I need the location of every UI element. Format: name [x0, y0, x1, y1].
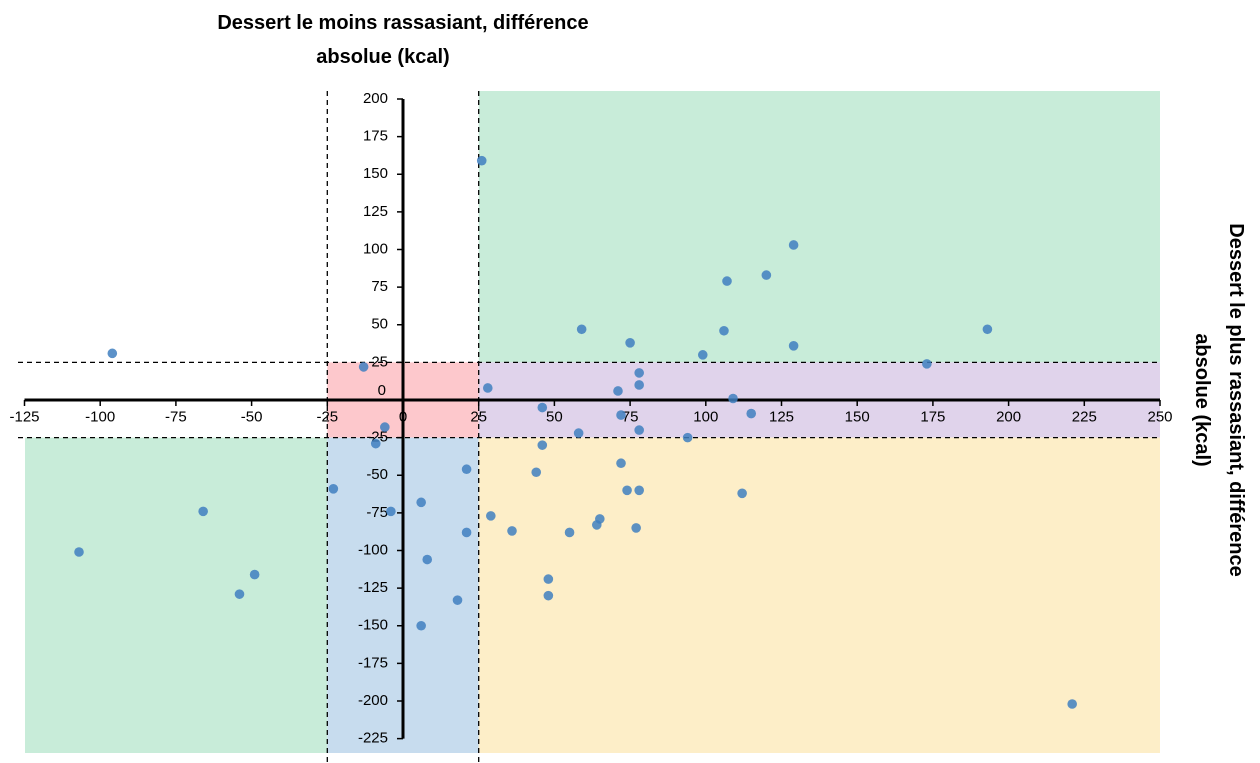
x-tick-label: 25 [470, 408, 487, 425]
quadrant-regions [25, 91, 1160, 753]
data-point [788, 240, 799, 250]
data-point [107, 348, 118, 359]
data-point [461, 527, 472, 538]
chart-title-line-2: absolue (kcal) [316, 46, 449, 68]
data-point [697, 350, 708, 360]
data-point [249, 569, 260, 580]
data-point [461, 464, 472, 475]
x-tick-label: 250 [1147, 408, 1172, 425]
y-tick-label-zero: 0 [378, 382, 386, 399]
data-point [507, 526, 517, 536]
x-tick-label: 75 [622, 408, 639, 425]
data-point [416, 497, 426, 508]
y-tick-label: -200 [358, 692, 388, 709]
data-point [728, 393, 738, 404]
data-point [634, 380, 644, 390]
x-tick-label: 0 [399, 408, 407, 425]
chart-title-line-1: Dessert le moins rassasiant, différence [217, 12, 588, 34]
region-bottom-left [25, 437, 328, 753]
data-point [564, 527, 575, 538]
data-point [386, 506, 396, 517]
y-tick-label: -100 [358, 541, 388, 558]
data-point [761, 270, 772, 280]
x-tick-label: -25 [316, 408, 338, 425]
data-point [476, 155, 487, 166]
y-tick-label: -175 [358, 654, 388, 671]
x-tick-label: 150 [845, 408, 870, 425]
threshold-lines [18, 91, 1160, 762]
x-tick-label: -75 [165, 408, 187, 425]
x-tick-label: -100 [85, 408, 115, 425]
data-point [616, 458, 626, 469]
x-tick-label: -50 [241, 408, 263, 425]
data-point [631, 523, 641, 533]
y-tick-label: 25 [371, 353, 388, 370]
y-tick-label: -225 [358, 730, 388, 747]
data-point [634, 368, 644, 378]
data-point [616, 410, 626, 420]
data-point [198, 506, 208, 517]
y-tick-label: 50 [371, 316, 388, 333]
region-bottom-right [478, 437, 1160, 753]
data-point [982, 324, 993, 335]
y-tick-label: 200 [363, 90, 388, 107]
y-tick-label: -50 [366, 466, 388, 483]
y-tick-label: -125 [358, 579, 388, 596]
y-tick-label: -150 [358, 617, 388, 634]
data-point [543, 590, 554, 601]
y-tick-label: -75 [366, 504, 388, 521]
data-point [613, 386, 623, 396]
data-point [595, 514, 605, 524]
x-tick-label: -125 [9, 408, 39, 425]
data-point [422, 554, 433, 565]
y-tick-label: 125 [363, 203, 388, 220]
data-point [719, 325, 729, 336]
y-axis-label-line-2: absolue (kcal) [1191, 333, 1213, 466]
data-point [74, 547, 84, 557]
y-tick-label: 150 [363, 165, 388, 182]
data-point [531, 467, 542, 478]
data-point [1067, 699, 1077, 709]
data-point [737, 488, 747, 499]
x-tick-label: 125 [769, 408, 794, 425]
axes: -125 -100 -75 -50 -25 0 25 50 75 100 125 150 175 200 2… [9, 90, 1172, 747]
x-tick-label: 50 [546, 408, 563, 425]
data-point [416, 620, 426, 631]
data-point [537, 440, 548, 450]
y-tick-label: 175 [363, 128, 388, 145]
data-point [746, 408, 757, 419]
x-tick-label: 100 [693, 408, 718, 425]
data-point [452, 595, 463, 605]
x-tick-label: 175 [920, 408, 945, 425]
data-point [682, 432, 693, 443]
data-point [543, 574, 554, 584]
y-axis-label-line-1: Dessert le plus rassasiant, différence [1225, 223, 1247, 577]
data-point [370, 438, 381, 449]
data-point [573, 428, 584, 438]
data-point [486, 511, 496, 521]
region-top-right [478, 91, 1160, 363]
data-points [74, 155, 1077, 709]
data-point [537, 402, 548, 413]
data-point [722, 276, 732, 286]
data-point [634, 425, 644, 435]
data-point [788, 341, 799, 351]
y-tick-label: 100 [363, 240, 388, 257]
y-tick-label: 75 [371, 278, 388, 295]
x-tick-label: 225 [1072, 408, 1097, 425]
data-point [922, 359, 932, 369]
data-point [482, 383, 493, 393]
data-point [622, 485, 632, 496]
data-point [634, 485, 644, 496]
data-point [625, 338, 635, 348]
data-point [380, 422, 390, 432]
data-point [358, 362, 369, 372]
x-tick-label: 200 [996, 408, 1021, 425]
data-point [576, 324, 587, 335]
data-point [234, 589, 245, 599]
data-point [328, 483, 339, 494]
